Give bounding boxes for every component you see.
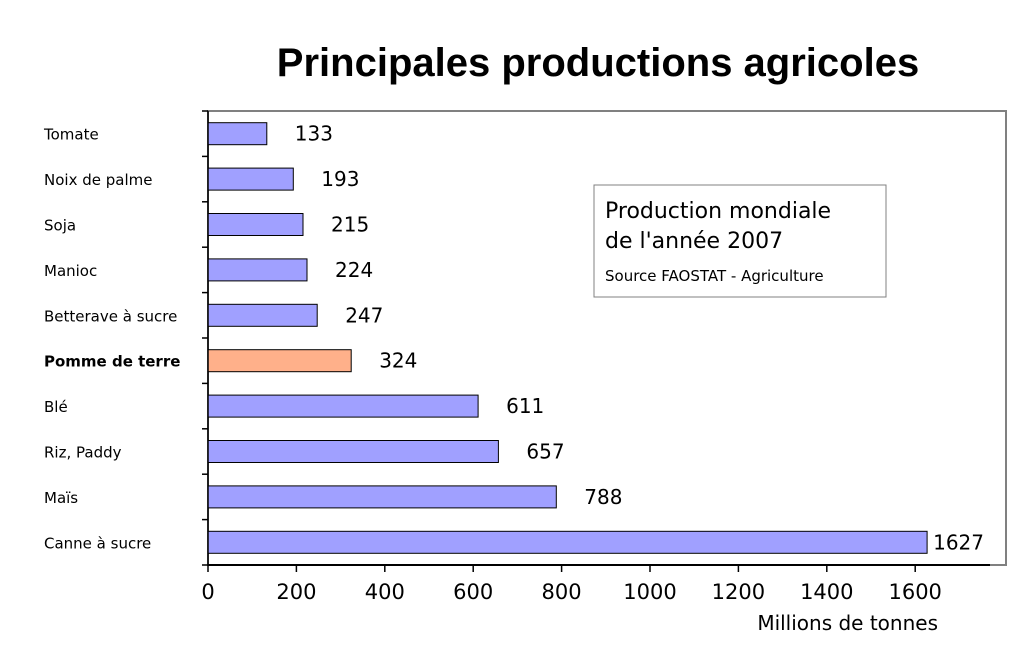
- category-label-2: Soja: [44, 217, 76, 235]
- value-label-2: 215: [331, 213, 369, 237]
- x-tick-label-3: 600: [453, 580, 493, 604]
- x-tick-label-1: 200: [276, 580, 316, 604]
- value-label-7: 657: [526, 440, 564, 464]
- category-label-9: Canne à sucre: [44, 534, 151, 552]
- bar-8: [207, 485, 557, 509]
- bars-layer: [207, 122, 928, 554]
- bar-1: [207, 167, 294, 191]
- bar-6: [207, 394, 479, 418]
- x-tick-label-5: 1000: [623, 580, 676, 604]
- value-label-5: 324: [379, 349, 417, 373]
- value-label-4: 247: [345, 303, 383, 327]
- legend-line-2: de l'année 2007: [605, 229, 783, 254]
- category-label-6: Blé: [44, 398, 68, 416]
- legend: Production mondiale de l'année 2007 Sour…: [593, 184, 887, 298]
- labels-layer: 133 Tomate 193 Noix de palme 215 Soja 224 Manio…: [43, 122, 984, 555]
- category-label-4: Betterave à sucre: [44, 307, 177, 325]
- value-label-1: 193: [321, 167, 359, 191]
- bar-3: [207, 258, 308, 282]
- legend-line-1: Production mondiale: [605, 199, 831, 224]
- chart-title: Principales productions agricoles: [277, 41, 919, 85]
- x-tick-label-2: 400: [365, 580, 405, 604]
- x-tick-label-6: 1200: [712, 580, 765, 604]
- x-tick-label-7: 1400: [800, 580, 853, 604]
- value-label-3: 224: [335, 258, 373, 282]
- bar-4: [207, 303, 318, 327]
- category-label-5: Pomme de terre: [44, 353, 180, 371]
- axis-layer: 0 200 400 600 800 1000 1200 1400 1600: [201, 110, 990, 604]
- bar-5: [207, 349, 352, 373]
- legend-source: Source FAOSTAT - Agriculture: [605, 267, 824, 285]
- category-label-1: Noix de palme: [44, 171, 152, 189]
- category-label-8: Maïs: [44, 489, 78, 507]
- x-tick-label-8: 1600: [888, 580, 941, 604]
- x-axis-title: Millions de tonnes: [757, 611, 938, 635]
- bar-9: [207, 530, 928, 554]
- x-tick-label-0: 0: [201, 580, 214, 604]
- legend-box: [593, 184, 887, 298]
- bar-7: [207, 440, 499, 463]
- bar-0: [207, 122, 268, 146]
- category-label-0: Tomate: [43, 126, 99, 144]
- category-label-7: Riz, Paddy: [44, 444, 122, 462]
- value-label-9: 1627: [933, 530, 984, 554]
- value-label-0: 133: [295, 122, 333, 146]
- value-label-6: 611: [506, 394, 544, 418]
- category-label-3: Manioc: [44, 262, 97, 280]
- bar-2: [207, 213, 304, 236]
- x-tick-label-4: 800: [542, 580, 582, 604]
- value-label-8: 788: [584, 485, 622, 509]
